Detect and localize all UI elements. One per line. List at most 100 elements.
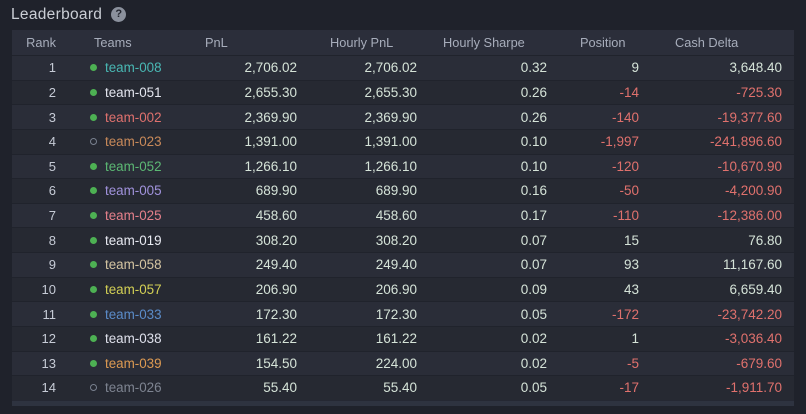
table-row: 1 team-008 2,706.02 2,706.02 0.32 9 3,648.40 xyxy=(12,55,794,80)
team-name: team-019 xyxy=(105,232,162,248)
hourly-pnl-cell: 1,391.00 xyxy=(364,134,417,150)
hourly-pnl-cell: 1,266.10 xyxy=(364,158,417,174)
column-header-position: Position xyxy=(580,35,626,50)
hourly-sharpe-cell: 0.07 xyxy=(520,232,547,248)
team-active-dot-icon xyxy=(90,113,97,121)
hourly-sharpe-cell: 0.17 xyxy=(520,208,547,224)
hourly-sharpe-cell: 0.10 xyxy=(520,158,547,174)
table-row: 2 team-051 2,655.30 2,655.30 0.26 -14 -725.30 xyxy=(12,79,794,105)
table-row: 11 team-033 172.30 172.30 0.05 -172 -23,742.20 xyxy=(12,301,794,326)
table-row: 3 team-002 2,369.90 2,369.90 0.26 -140 -19,377… xyxy=(12,104,794,129)
team-active-dot-icon xyxy=(90,359,97,367)
position-cell: -172 xyxy=(611,306,639,322)
hourly-sharpe-cell: 0.09 xyxy=(520,281,547,297)
team-cell: team-052 xyxy=(62,159,187,174)
pnl-cell: 689.90 xyxy=(255,183,297,199)
rank-cell: 7 xyxy=(48,208,56,224)
hourly-sharpe-cell: 0.26 xyxy=(520,84,547,100)
team-cell: team-051 xyxy=(62,85,187,100)
rank-cell: 1 xyxy=(48,60,56,76)
team-name: team-005 xyxy=(105,183,162,199)
pnl-cell: 1,266.10 xyxy=(244,158,297,174)
team-name: team-039 xyxy=(105,355,162,371)
table-row: 8 team-019 308.20 308.20 0.07 15 76.80 xyxy=(12,227,794,252)
team-name: team-038 xyxy=(105,331,162,347)
rank-cell: 11 xyxy=(42,306,57,322)
help-icon[interactable]: ? xyxy=(111,7,127,22)
page-title: Leaderboard xyxy=(11,5,103,23)
position-cell: 43 xyxy=(623,281,639,297)
cash-delta-cell: -12,386.00 xyxy=(717,208,782,224)
column-header-cash_delta: Cash Delta xyxy=(675,35,739,50)
hourly-pnl-cell: 206.90 xyxy=(375,281,417,297)
table-body: 1 team-008 2,706.02 2,706.02 0.32 9 3,648.40 2 t… xyxy=(12,55,794,400)
team-cell: team-023 xyxy=(62,134,187,149)
position-cell: -140 xyxy=(611,109,639,125)
rank-cell: 14 xyxy=(41,380,56,396)
pnl-cell: 206.90 xyxy=(255,281,297,297)
rank-cell: 13 xyxy=(41,355,56,371)
rank-cell: 6 xyxy=(48,183,56,199)
table-row: 4 team-023 1,391.00 1,391.00 0.10 -1,997 -241,… xyxy=(12,128,794,154)
team-name: team-033 xyxy=(105,306,162,322)
team-cell: team-033 xyxy=(62,307,187,322)
team-name: team-008 xyxy=(105,60,162,76)
position-cell: -1,997 xyxy=(600,134,639,150)
cash-delta-cell: -725.30 xyxy=(736,84,782,100)
position-cell: -110 xyxy=(612,208,639,224)
hourly-sharpe-cell: 0.07 xyxy=(520,257,547,273)
hourly-pnl-cell: 689.90 xyxy=(375,183,417,199)
team-active-dot-icon xyxy=(90,261,97,269)
position-cell: 93 xyxy=(623,257,639,273)
cash-delta-cell: -23,742.20 xyxy=(717,306,782,322)
hourly-sharpe-cell: 0.16 xyxy=(520,183,547,199)
table-row: 7 team-025 458.60 458.60 0.17 -110 -12,386.00 xyxy=(12,202,794,228)
pnl-cell: 154.50 xyxy=(255,355,297,371)
pnl-cell: 249.40 xyxy=(255,257,297,273)
hourly-pnl-cell: 161.22 xyxy=(375,331,417,347)
table-row: 13 team-039 154.50 224.00 0.02 -5 -679.60 xyxy=(12,350,794,376)
hourly-pnl-cell: 2,655.30 xyxy=(364,84,417,100)
team-cell: team-019 xyxy=(62,233,187,248)
team-active-dot-icon xyxy=(90,285,97,293)
pnl-cell: 2,706.02 xyxy=(244,60,297,76)
cash-delta-cell: 76.80 xyxy=(748,232,782,248)
cash-delta-cell: 3,648.40 xyxy=(729,60,782,76)
hourly-sharpe-cell: 0.10 xyxy=(520,134,547,150)
team-active-dot-icon xyxy=(90,236,97,244)
team-cell: team-039 xyxy=(62,356,187,371)
table-row: 14 team-026 55.40 55.40 0.05 -17 -1,911.70 xyxy=(12,375,794,400)
position-cell: -120 xyxy=(611,158,639,174)
cash-delta-cell: -10,670.90 xyxy=(717,158,782,174)
team-cell: team-026 xyxy=(62,380,187,395)
table-row: 12 team-038 161.22 161.22 0.02 1 -3,036.40 xyxy=(12,325,794,351)
team-inactive-dot-icon xyxy=(90,138,97,146)
column-header-team: Teams xyxy=(94,35,132,50)
rank-cell: 10 xyxy=(41,281,56,297)
team-name: team-023 xyxy=(105,134,162,150)
rank-cell: 8 xyxy=(48,232,56,248)
pnl-cell: 55.40 xyxy=(263,380,297,396)
table-header-row: Rank Teams PnL Hourly PnL Hourly Sharpe Posit… xyxy=(12,30,794,55)
position-cell: -50 xyxy=(619,183,639,199)
pnl-cell: 458.60 xyxy=(255,208,297,224)
position-cell: 9 xyxy=(631,60,639,76)
pnl-cell: 2,655.30 xyxy=(244,84,297,100)
cash-delta-cell: -4,200.90 xyxy=(724,183,782,199)
column-header-hourly_pnl: Hourly PnL xyxy=(330,35,394,50)
hourly-sharpe-cell: 0.32 xyxy=(520,60,547,76)
position-cell: -5 xyxy=(626,355,639,371)
leaderboard-table: Rank Teams PnL Hourly PnL Hourly Sharpe Posit… xyxy=(12,30,794,406)
position-cell: -14 xyxy=(619,84,639,100)
pnl-cell: 1,391.00 xyxy=(244,134,297,150)
team-cell: team-058 xyxy=(62,257,187,272)
cash-delta-cell: 6,659.40 xyxy=(729,281,782,297)
cash-delta-cell: -3,036.40 xyxy=(724,331,782,347)
hourly-pnl-cell: 55.40 xyxy=(383,380,417,396)
cash-delta-cell: -679.60 xyxy=(736,355,782,371)
team-cell: team-057 xyxy=(62,282,187,297)
pnl-cell: 161.22 xyxy=(255,331,297,347)
rank-cell: 3 xyxy=(48,109,56,125)
cash-delta-cell: -19,377.60 xyxy=(717,109,782,125)
horizontal-scrollbar[interactable] xyxy=(12,399,794,406)
